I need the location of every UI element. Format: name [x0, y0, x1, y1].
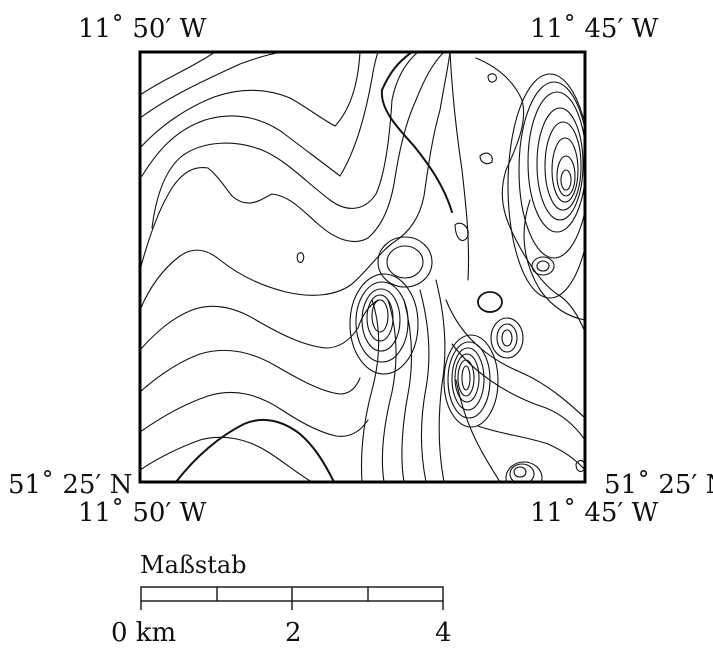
- coord-right-latitude: 51˚ 25′ N: [604, 470, 713, 500]
- contour-hill: [527, 91, 585, 233]
- scale-title: Maßstab: [140, 551, 247, 579]
- contour-line: [140, 52, 216, 96]
- scale-bar: [140, 586, 444, 610]
- contour-hill: [490, 317, 524, 359]
- contour-line: [140, 52, 361, 149]
- contour-hill: [560, 169, 572, 191]
- contour-line-bold: [380, 52, 453, 213]
- contour-hill: [551, 137, 579, 203]
- contour-line: [523, 199, 585, 321]
- contour-line-bold: [175, 418, 335, 482]
- contour-line: [140, 52, 283, 119]
- contour-hill: [536, 107, 584, 221]
- contour-line: [401, 299, 413, 482]
- contour-hill: [454, 353, 480, 403]
- scale-label-2: 2: [285, 618, 302, 646]
- contour-line: [140, 299, 379, 351]
- contour-hill: [544, 121, 582, 211]
- contour-hill: [461, 365, 471, 391]
- coord-left-latitude: 51˚ 25′ N: [8, 470, 132, 500]
- map-frame: [138, 50, 587, 484]
- contour-blob: [479, 152, 493, 165]
- contour-hill: [349, 273, 419, 375]
- contour-line: [455, 379, 501, 482]
- contour-line: [141, 52, 379, 177]
- contour-line: [451, 343, 585, 441]
- contour-blob: [296, 252, 305, 263]
- contour-hill: [361, 288, 401, 352]
- coord-bottom-right: 11˚ 45′ W: [530, 498, 659, 528]
- contour-blob: [575, 459, 585, 473]
- contour-hill: [496, 323, 518, 353]
- contour-line: [140, 52, 451, 311]
- contour-line: [151, 52, 419, 229]
- contour-line: [140, 349, 361, 395]
- contour-line: [140, 52, 445, 271]
- contour-hill: [443, 334, 499, 428]
- contour-hill: [531, 256, 555, 276]
- contour-line: [140, 391, 369, 437]
- scale-label-4: 4: [435, 618, 452, 646]
- contour-blob: [454, 222, 469, 242]
- contour-hill: [509, 463, 535, 482]
- contour-line: [445, 299, 585, 419]
- contour-hill: [355, 281, 409, 363]
- coord-top-left: 11˚ 50′ W: [78, 14, 207, 44]
- contour-hill: [366, 294, 394, 342]
- contour-hill: [477, 291, 503, 313]
- contour-blob: [487, 73, 497, 83]
- contour-map: [138, 50, 587, 484]
- contour-hill: [556, 155, 576, 197]
- scale-label-0: 0 km: [111, 618, 176, 646]
- contour-line: [435, 279, 446, 482]
- contour-hill: [451, 347, 485, 411]
- contour-hill: [386, 245, 424, 279]
- contour-line: [419, 289, 430, 482]
- contour-line: [140, 436, 313, 482]
- contour-hill: [505, 461, 543, 482]
- contour-line: [360, 299, 380, 482]
- contour-line: [475, 57, 585, 333]
- contour-hill: [518, 81, 585, 259]
- coord-top-right: 11˚ 45′ W: [530, 14, 659, 44]
- contour-hill: [377, 236, 433, 288]
- contour-line: [449, 52, 470, 281]
- contour-hill: [507, 73, 585, 299]
- contour-hill: [371, 299, 389, 333]
- contour-hill: [513, 466, 527, 478]
- contour-hill: [501, 329, 513, 347]
- contour-hill: [536, 260, 550, 272]
- contour-line: [381, 299, 397, 482]
- coord-bottom-left: 11˚ 50′ W: [78, 498, 207, 528]
